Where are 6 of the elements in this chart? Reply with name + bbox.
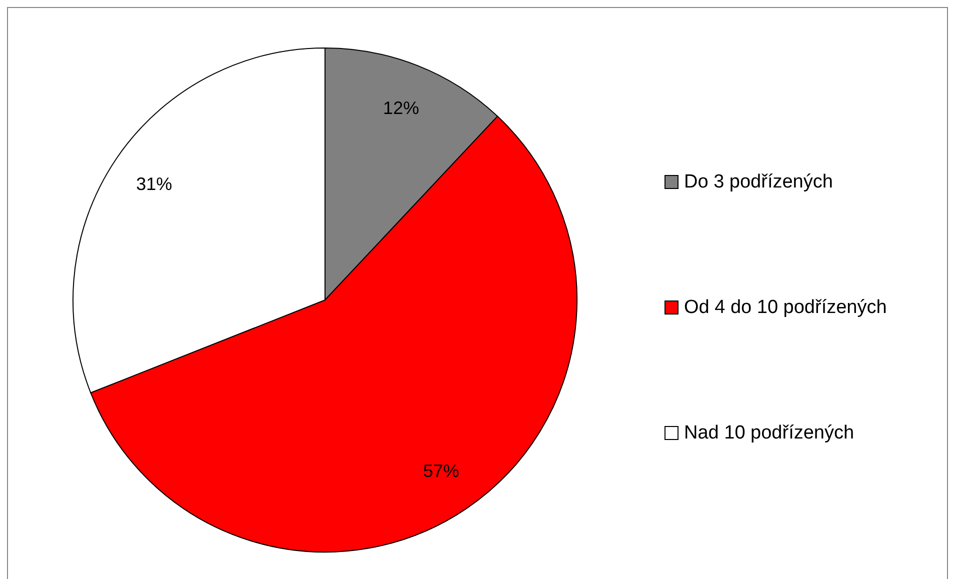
legend-label: Do 3 podřízených [684, 172, 833, 192]
data-label: 12% [383, 98, 420, 118]
legend-label: Nad 10 podřízených [684, 422, 854, 444]
data-label: 57% [423, 460, 460, 481]
data-label: 31% [136, 174, 172, 194]
legend-label: Od 4 do 10 podřízených [684, 297, 887, 318]
